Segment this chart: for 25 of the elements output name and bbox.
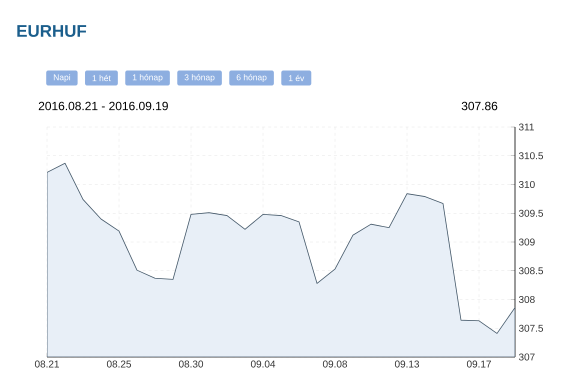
y-tick-label: 310.5 [518,152,544,160]
x-tick-label: 09.17 [466,360,491,368]
x-tick-label: 08.25 [106,360,132,368]
text: 1 év [288,74,304,82]
text: 307.86 [462,102,498,110]
text: 3 hónap [184,74,215,82]
y-tick-label: 310 [518,180,535,188]
chart-subtitle: 2016.08.21 - 2016.09.19 [38,102,168,110]
text: 6 hónap [236,74,267,82]
y-tick-label: 307.5 [518,324,544,332]
text: 1 hónap [132,74,162,82]
x-tick-label: 08.21 [34,360,59,368]
y-tick-label: 308.5 [518,267,544,274]
x-tick-label: 09.04 [250,360,276,368]
text: 1 hét [92,74,111,82]
x-tick-label: 09.08 [322,360,348,368]
y-tick-label: 307 [518,353,535,361]
y-tick-label: 311 [518,123,534,131]
y-tick-label: 309 [518,238,535,246]
x-tick-label: 09.13 [394,360,420,368]
chart-title: EURHUF [17,25,86,37]
y-tick-label: 308 [518,296,535,304]
y-tick-label: 309.5 [518,210,544,217]
text: Napi [54,74,70,82]
x-tick-label: 08.30 [178,360,204,368]
